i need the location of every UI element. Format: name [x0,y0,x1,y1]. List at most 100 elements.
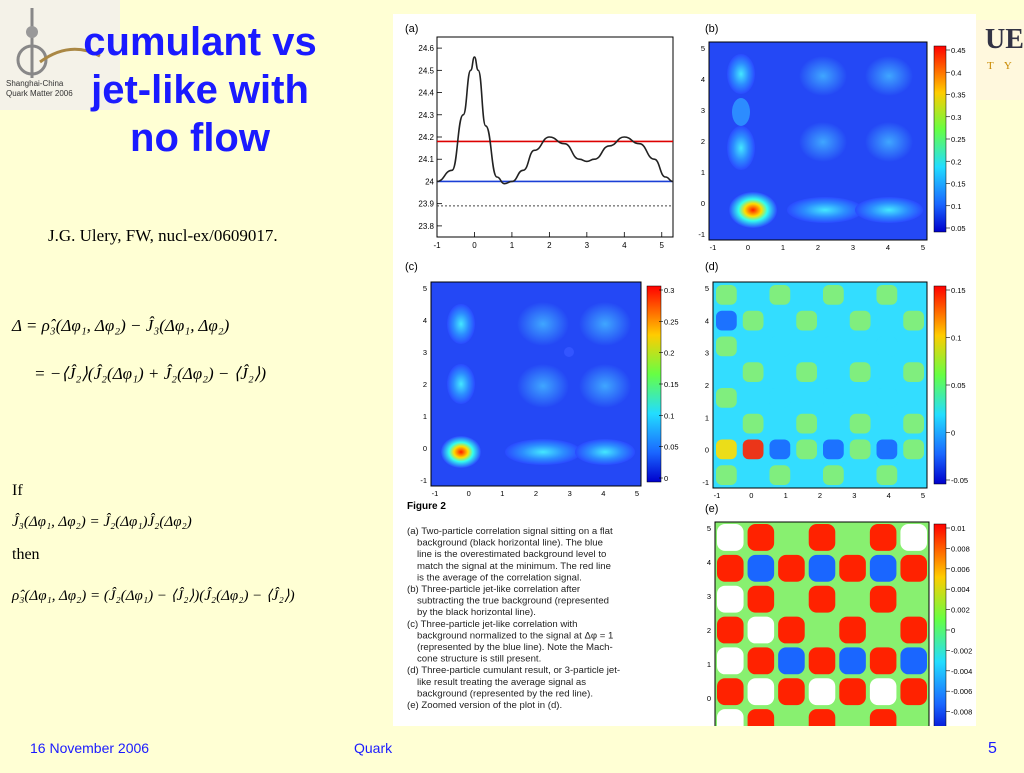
d-cell [876,439,898,460]
d-cell [769,388,791,408]
c-y-tick-label: -1 [420,476,427,485]
panel-d-cells [716,285,924,485]
d-x-tick-label: -1 [714,491,721,500]
c-blob [447,304,475,344]
c-x-tick-label: 4 [601,489,605,498]
e-y-tick-label: 4 [707,558,711,567]
caption-line: (c) Three-particle jet-like correlation … [407,619,577,630]
panel-c-x-ticks: -1 0 1 2 3 4 5 [432,489,639,498]
figure-2: (a) 24.6 24.5 24.4 24.3 24.2 24.1 24 23.9 23.8 -… [393,14,976,768]
d-y-tick-label: 4 [705,316,709,325]
d-cell [716,465,737,485]
d-cell [876,465,898,485]
c-y-tick-label: 2 [423,380,427,389]
a-x-tick-label: 3 [585,241,590,250]
b-x-tick-label: 4 [886,243,890,252]
d-cell [849,413,871,434]
panel-a-label: (a) [405,23,418,35]
quark-matter-logo: Shanghai-China Quark Matter 2006 [0,0,120,110]
e-cell [717,647,744,675]
logo-text-2: Quark Matter 2006 [6,89,73,98]
d-x-tick-label: 0 [749,491,753,500]
a-x-tick-label: -1 [433,241,441,250]
d-cell [742,362,764,382]
page-number: 5 [988,740,997,757]
a-y-tick-label: 23.9 [418,200,434,209]
c-blob [575,439,635,465]
b-cb-tick-label: 0.2 [951,157,961,166]
e-cell [778,678,805,706]
e-cell [839,585,866,613]
e-cell [869,616,897,644]
d-cell [823,465,844,485]
a-y-tick-label: 24.4 [418,89,434,98]
logo-text-1: Shanghai-China [6,79,64,88]
b-y-tick-label: 5 [701,44,705,53]
d-cell [876,388,898,408]
e-cell [900,678,927,706]
a-x-tick-label: 0 [472,241,477,250]
d-cb-tick-label: -0.05 [951,476,968,485]
d-cell [849,362,871,382]
d-cell [903,310,924,331]
c-x-tick-label: 1 [500,489,504,498]
panel-b: (b) 0.45 0.4 0.35 0.3 0.25 0.2 0.15 0.1 0.05 5 4 3… [698,23,965,252]
b-cb-tick-label: 0.35 [951,91,966,100]
b-x-tick-label: -1 [710,243,717,252]
d-x-tick-label: 5 [921,491,925,500]
c-x-tick-label: -1 [432,489,439,498]
d-y-tick-label: 2 [705,381,709,390]
e-cell [717,678,744,706]
e-cell [808,647,836,675]
university-logo: UE T Y [975,20,1024,100]
e-cell [808,616,836,644]
a-y-tick-label: 24.1 [418,155,434,164]
e-cell [808,678,836,706]
caption-line: background normalized to the signal at Δ… [417,630,613,641]
e-cell [717,554,744,582]
citation: J.G. Ulery, FW, nucl-ex/0609017. [48,226,278,245]
d-cell [716,285,737,305]
d-cell [903,362,924,382]
footer [0,726,1024,768]
e-cell [747,678,775,706]
e-cell [839,524,866,551]
c-hotspot [441,436,481,468]
e-cb-tick-label: -0.002 [951,646,972,655]
c-x-tick-label: 0 [467,489,471,498]
caption-line: (a) Two-particle correlation signal sitt… [407,526,613,537]
d-cell [823,439,844,460]
a-y-tick-label: 24.3 [418,111,434,120]
d-x-tick-label: 2 [818,491,822,500]
caption-line: by the black horizontal line). [417,607,536,618]
b-blob [865,122,913,162]
footer-conference: Quark [354,740,393,756]
title-line-2: jet-like with [91,68,309,112]
d-y-tick-label: 3 [705,349,709,358]
a-x-tick-label: 2 [547,241,552,250]
e-y-tick-label: 5 [707,524,711,533]
b-cb-tick-label: 0.05 [951,224,966,233]
b-cb-tick-label: 0.1 [951,202,961,211]
b-blob [865,56,913,96]
caption-line: line is the overestimated background lev… [417,549,606,560]
a-y-tick-label: 23.8 [418,222,434,231]
d-y-tick-label: 1 [705,413,709,422]
d-y-tick-label: 5 [705,284,709,293]
panel-d-colorbar-ticks: 0.15 0.1 0.05 0 -0.05 [946,286,968,485]
d-cell [796,362,817,382]
c-blob [505,439,581,465]
b-blob [799,122,847,162]
b-y-tick-label: 1 [701,168,705,177]
e-y-tick-label: 2 [707,626,711,635]
e-cb-tick-label: 0.006 [951,565,970,574]
d-cell [903,439,924,460]
panel-a-y-ticks: 24.6 24.5 24.4 24.3 24.2 24.1 24 23.9 23.8 [418,44,442,231]
e-cell [839,554,866,582]
d-cell [742,413,764,434]
b-y-tick-label: 4 [701,75,705,84]
e-cb-tick-label: 0.01 [951,524,966,533]
b-cb-tick-label: 0.25 [951,135,966,144]
